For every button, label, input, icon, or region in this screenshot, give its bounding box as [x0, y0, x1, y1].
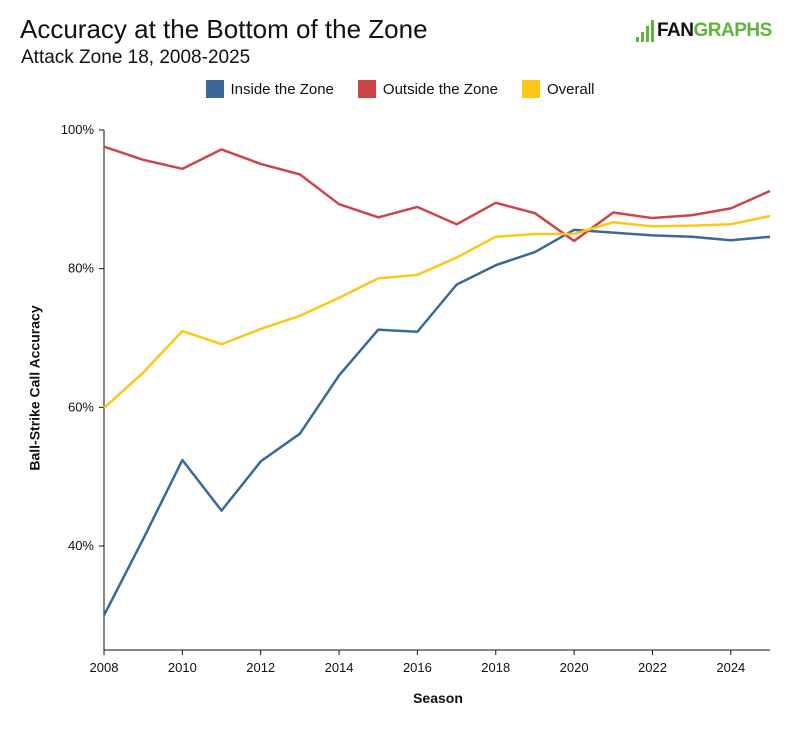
y-tick-label: 60%: [68, 399, 94, 414]
chart-title: Accuracy at the Bottom of the Zone: [20, 14, 428, 44]
x-tick-label: 2012: [246, 660, 275, 675]
y-tick-label: 100%: [61, 122, 95, 137]
legend-label-inside: Inside the Zone: [230, 80, 334, 98]
series-line-inside-the-zone[interactable]: [102, 228, 771, 616]
x-tick-label: 2008: [90, 660, 119, 675]
x-tick-label: 2014: [325, 660, 354, 675]
x-tick-label: 2016: [403, 660, 432, 675]
legend-item-inside[interactable]: Inside the Zone: [205, 80, 334, 98]
legend-swatch-overall: [521, 80, 540, 98]
legend-label-overall: Overall: [546, 80, 595, 98]
legend-swatch-outside: [357, 80, 376, 98]
legend-item-overall[interactable]: Overall: [521, 80, 595, 98]
chart-axes: 40% 60% 80% 100% 2008 2010 2012 2014 2016 2018 202…: [61, 122, 770, 675]
y-tick-label: 80%: [68, 261, 94, 276]
x-tick-label: 2020: [560, 660, 589, 675]
x-tick-label: 2022: [638, 660, 667, 675]
logo-text-fan: FAN: [657, 20, 694, 41]
chart-legend: Inside the Zone Outside the Zone Overall: [0, 80, 800, 98]
legend-label-outside: Outside the Zone: [382, 80, 498, 98]
logo-bars-icon: [636, 20, 654, 42]
x-tick-label: 2010: [168, 660, 197, 675]
fangraphs-logo[interactable]: FAN GRAPHS: [636, 20, 772, 42]
logo-text-graphs: GRAPHS: [693, 20, 773, 41]
x-tick-label: 2018: [481, 660, 510, 675]
series-line-outside-the-zone[interactable]: [103, 145, 771, 243]
legend-swatch-inside: [205, 80, 224, 98]
series-line-overall[interactable]: [103, 214, 771, 409]
chart-series: [102, 145, 771, 616]
legend-item-outside[interactable]: Outside the Zone: [357, 80, 498, 98]
chart-subtitle: Attack Zone 18, 2008-2025: [21, 47, 251, 68]
y-tick-label: 40%: [68, 538, 94, 553]
x-axis-label: Season: [413, 690, 463, 706]
x-tick-label: 2024: [716, 660, 745, 675]
